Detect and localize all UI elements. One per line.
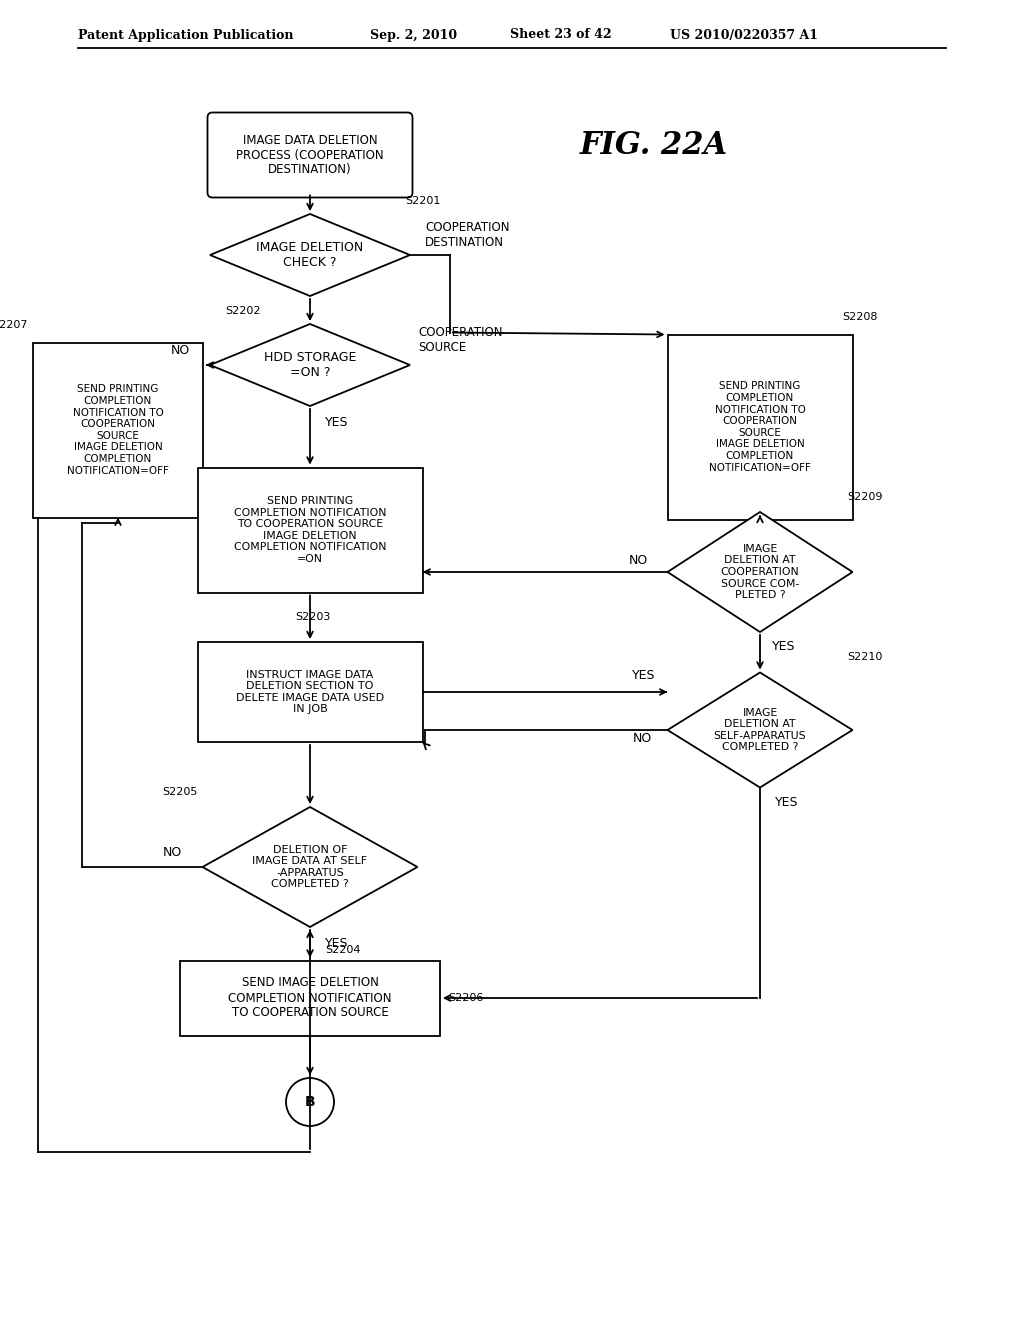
Bar [33, 342, 203, 517]
Text: SEND IMAGE DELETION
COMPLETION NOTIFICATION
TO COOPERATION SOURCE: SEND IMAGE DELETION COMPLETION NOTIFICAT… [228, 977, 392, 1019]
Polygon shape [668, 672, 853, 788]
Polygon shape [210, 214, 410, 296]
Text: YES: YES [325, 937, 348, 950]
Bar [668, 334, 853, 520]
Text: YES: YES [632, 669, 655, 682]
Text: S2201: S2201 [406, 195, 440, 206]
Text: NO: NO [629, 553, 647, 566]
Text: YES: YES [772, 640, 796, 653]
Text: SEND PRINTING
COMPLETION
NOTIFICATION TO
COOPERATION
SOURCE
IMAGE DELETION
COMPL: SEND PRINTING COMPLETION NOTIFICATION TO… [67, 384, 169, 475]
Text: COOPERATION
SOURCE: COOPERATION SOURCE [418, 326, 503, 354]
Text: INSTRUCT IMAGE DATA
DELETION SECTION TO
DELETE IMAGE DATA USED
IN JOB: INSTRUCT IMAGE DATA DELETION SECTION TO … [236, 669, 384, 714]
Text: B: B [305, 1096, 315, 1109]
Text: YES: YES [325, 416, 348, 429]
Text: NO: NO [633, 731, 652, 744]
Text: IMAGE DATA DELETION
PROCESS (COOPERATION
DESTINATION): IMAGE DATA DELETION PROCESS (COOPERATION… [237, 133, 384, 177]
Circle shape [286, 1078, 334, 1126]
Text: S2207: S2207 [0, 321, 28, 330]
Text: S2206: S2206 [449, 993, 483, 1003]
Bar [198, 642, 423, 742]
Text: US 2010/0220357 A1: US 2010/0220357 A1 [670, 29, 818, 41]
Text: YES: YES [775, 796, 799, 808]
Text: IMAGE
DELETION AT
SELF-APPARATUS
COMPLETED ?: IMAGE DELETION AT SELF-APPARATUS COMPLET… [714, 708, 806, 752]
Text: NO: NO [170, 343, 189, 356]
Text: SEND PRINTING
COMPLETION NOTIFICATION
TO COOPERATION SOURCE
IMAGE DELETION
COMPL: SEND PRINTING COMPLETION NOTIFICATION TO… [233, 496, 386, 564]
Text: S2208: S2208 [843, 313, 878, 322]
Text: Sep. 2, 2010: Sep. 2, 2010 [370, 29, 457, 41]
Text: S2209: S2209 [848, 492, 883, 502]
Text: Sheet 23 of 42: Sheet 23 of 42 [510, 29, 611, 41]
Text: IMAGE DELETION
CHECK ?: IMAGE DELETION CHECK ? [256, 242, 364, 269]
Text: NO: NO [163, 846, 182, 858]
Text: Patent Application Publication: Patent Application Publication [78, 29, 294, 41]
Text: S2202: S2202 [225, 306, 260, 315]
Polygon shape [210, 323, 410, 407]
Polygon shape [668, 512, 853, 632]
Text: SEND PRINTING
COMPLETION
NOTIFICATION TO
COOPERATION
SOURCE
IMAGE DELETION
COMPL: SEND PRINTING COMPLETION NOTIFICATION TO… [709, 381, 811, 473]
Text: S2210: S2210 [848, 652, 883, 663]
Text: S2205: S2205 [162, 787, 198, 797]
Text: IMAGE
DELETION AT
COOPERATION
SOURCE COM-
PLETED ?: IMAGE DELETION AT COOPERATION SOURCE COM… [721, 544, 800, 601]
Text: HDD STORAGE
=ON ?: HDD STORAGE =ON ? [264, 351, 356, 379]
Text: FIG. 22A: FIG. 22A [580, 129, 728, 161]
Bar [180, 961, 440, 1035]
Text: S2203: S2203 [295, 612, 331, 623]
Text: S2204: S2204 [325, 945, 360, 954]
Bar [198, 467, 423, 593]
Text: COOPERATION
DESTINATION: COOPERATION DESTINATION [425, 220, 510, 249]
Polygon shape [203, 807, 418, 927]
Text: DELETION OF
IMAGE DATA AT SELF
-APPARATUS
COMPLETED ?: DELETION OF IMAGE DATA AT SELF -APPARATU… [253, 845, 368, 890]
FancyBboxPatch shape [208, 112, 413, 198]
